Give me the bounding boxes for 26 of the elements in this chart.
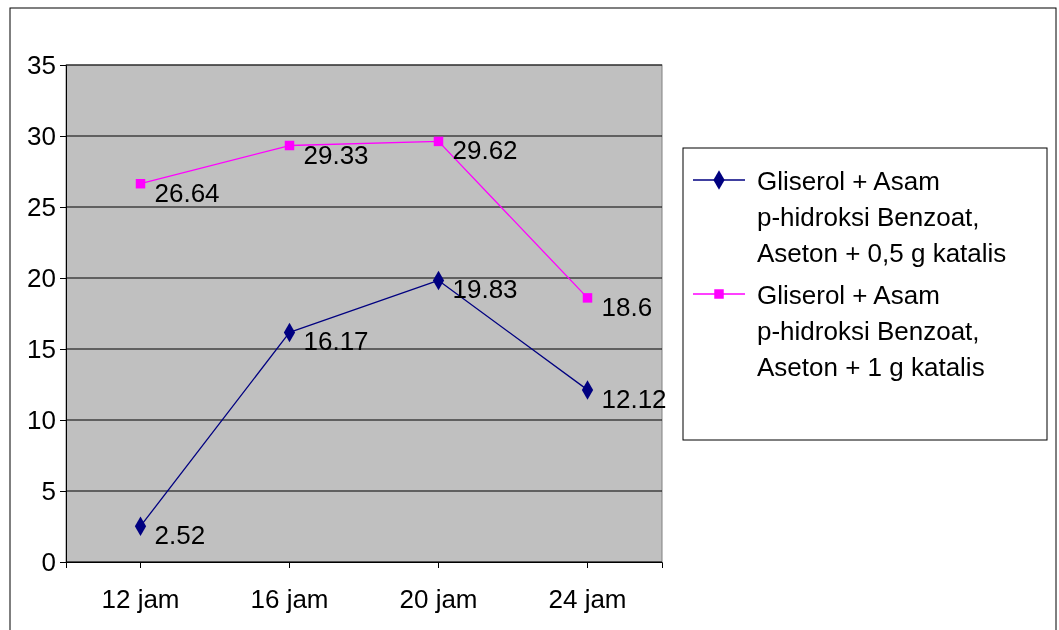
y-tick-label: 15 (27, 333, 56, 364)
legend-label: Gliserol + Asam p-hidroksi Benzoat, Aseton + 1 g katalis (757, 280, 985, 382)
data-label: 29.33 (303, 139, 369, 170)
y-tick-label: 0 (41, 546, 56, 577)
y-tick-label: 10 (27, 404, 56, 435)
data-label: 2.52 (154, 520, 206, 551)
data-label: 12.12 (601, 383, 667, 414)
y-tick-label: 20 (27, 262, 56, 293)
point (582, 293, 593, 303)
x-tick-label: 24 jam (548, 584, 627, 615)
data-label: 18.6 (601, 291, 653, 322)
data-label: 16.17 (303, 326, 369, 357)
point (433, 136, 444, 147)
data-label: 29.62 (452, 135, 518, 166)
data-label: 26.64 (154, 177, 220, 208)
y-tick-label: 5 (41, 475, 56, 506)
y-tick-label: 25 (27, 191, 56, 222)
point (284, 140, 295, 151)
data-label: 19.83 (452, 274, 518, 305)
y-tick-label: 35 (27, 49, 56, 80)
y-tick-label: 30 (27, 120, 56, 151)
legend-label: Gliserol + Asam p-hidroksi Benzoat, Aseton + 0,5 g katalis (757, 166, 1007, 268)
x-tick-label: 20 jam (399, 584, 478, 615)
x-tick-label: 12 jam (101, 584, 180, 615)
point (135, 178, 146, 189)
x-tick-label: 16 jam (250, 584, 329, 615)
